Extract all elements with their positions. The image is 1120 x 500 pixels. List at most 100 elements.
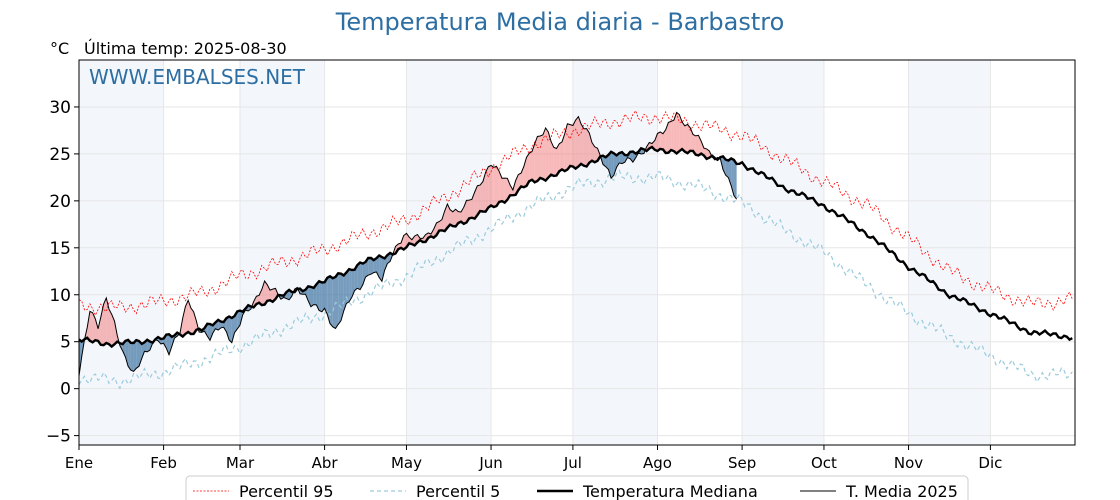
fill-below-median — [613, 153, 617, 176]
fill-above-median — [185, 300, 189, 334]
fill-above-median — [551, 141, 554, 176]
fill-above-median — [654, 133, 658, 151]
fill-above-median — [87, 311, 90, 341]
fill-below-median — [141, 342, 145, 359]
fill-below-median — [362, 261, 366, 285]
fill-below-median — [321, 282, 325, 312]
chart-title: Temperatura Media diaria - Barbastro — [335, 8, 785, 36]
fill-above-median — [572, 120, 576, 169]
fill-above-median — [259, 289, 262, 306]
series-temperatura-mediana — [78, 145, 1073, 349]
y-tick-label: −5 — [46, 427, 71, 447]
plot-frame — [78, 59, 1076, 446]
fill-below-median — [368, 257, 371, 276]
fill-below-median — [316, 281, 320, 311]
x-tick-label: Oct — [811, 454, 837, 472]
fill-below-median — [733, 159, 737, 200]
fill-above-median — [400, 235, 404, 250]
x-tick-label: Jul — [563, 454, 582, 472]
fill-above-median — [578, 116, 582, 167]
fill-below-median — [357, 262, 361, 290]
fill-below-median — [338, 273, 341, 325]
fill-above-median — [687, 124, 691, 154]
fill-above-median — [706, 148, 710, 159]
fill-above-median — [542, 128, 546, 181]
fill-below-median — [731, 158, 734, 196]
fill-below-median — [220, 321, 224, 328]
fill-below-median — [351, 269, 355, 298]
x-tick-label: Jun — [478, 454, 502, 472]
fill-above-median — [504, 178, 508, 203]
fill-above-median — [559, 141, 562, 172]
fill-above-median — [564, 123, 568, 172]
fill-above-median — [439, 219, 442, 231]
y-unit-label: °C — [50, 39, 70, 58]
fill-below-median — [319, 281, 322, 312]
fill-above-median — [529, 151, 532, 182]
fill-above-median — [103, 297, 107, 346]
fill-below-median — [346, 269, 350, 304]
fill-below-median — [376, 255, 380, 278]
x-tick-label: Nov — [894, 454, 923, 472]
fill-below-median — [209, 323, 213, 341]
fill-below-median — [360, 262, 363, 290]
fill-above-median — [450, 209, 453, 227]
fill-below-median — [324, 277, 328, 315]
fill-above-median — [548, 132, 552, 178]
fill-above-median — [447, 204, 451, 228]
fill-above-median — [561, 133, 565, 172]
fill-above-median — [441, 210, 445, 232]
month-band — [406, 60, 492, 445]
fill-below-median — [130, 342, 134, 372]
fill-above-median — [109, 309, 112, 347]
y-tick-label: 15 — [49, 239, 71, 259]
x-tick-label: Feb — [150, 454, 177, 472]
fill-below-median — [169, 334, 172, 355]
legend-frame — [185, 475, 969, 500]
fill-above-median — [411, 236, 415, 246]
fill-below-median — [335, 273, 339, 329]
fill-below-median — [125, 339, 129, 367]
fill-above-median — [662, 129, 666, 154]
fill-above-median — [684, 124, 688, 154]
fill-above-median — [570, 124, 573, 167]
fill-above-median — [488, 165, 492, 208]
legend-label-p95: Percentil 95 — [239, 482, 334, 500]
fill-above-median — [692, 134, 696, 155]
fill-above-median — [403, 233, 407, 250]
fill-below-median — [237, 310, 240, 329]
fill-above-median — [264, 281, 268, 305]
fill-below-median — [381, 257, 385, 282]
fill-above-median — [477, 185, 481, 216]
month-band — [79, 60, 164, 445]
fill-above-median — [537, 135, 541, 182]
y-tick-label: 30 — [49, 98, 71, 118]
fill-above-median — [660, 131, 663, 150]
series-percentil-5 — [78, 169, 1073, 390]
fill-below-median — [226, 316, 230, 340]
y-tick-label: 0 — [60, 380, 71, 400]
fill-above-median — [469, 199, 472, 219]
fill-above-median — [485, 166, 489, 212]
last-temp-label: Última temp: 2025-08-30 — [84, 39, 287, 58]
fill-above-median — [592, 142, 595, 163]
fill-above-median — [682, 122, 685, 152]
fill-above-median — [182, 306, 186, 337]
month-band — [742, 60, 824, 445]
fill-above-median — [499, 171, 502, 202]
fill-above-median — [458, 211, 462, 223]
fill-above-median — [553, 147, 557, 176]
fill-above-median — [480, 181, 483, 212]
fill-above-median — [501, 178, 505, 203]
fill-above-median — [673, 112, 677, 154]
fill-above-median — [188, 300, 191, 334]
fill-above-median — [510, 185, 513, 196]
watermark: WWW.EMBALSES.NET — [89, 65, 306, 89]
fill-above-median — [531, 143, 535, 183]
fill-below-median — [379, 255, 382, 282]
fill-above-median — [491, 165, 494, 208]
fill-above-median — [695, 135, 699, 156]
fill-above-median — [594, 146, 598, 163]
month-band — [572, 60, 658, 445]
